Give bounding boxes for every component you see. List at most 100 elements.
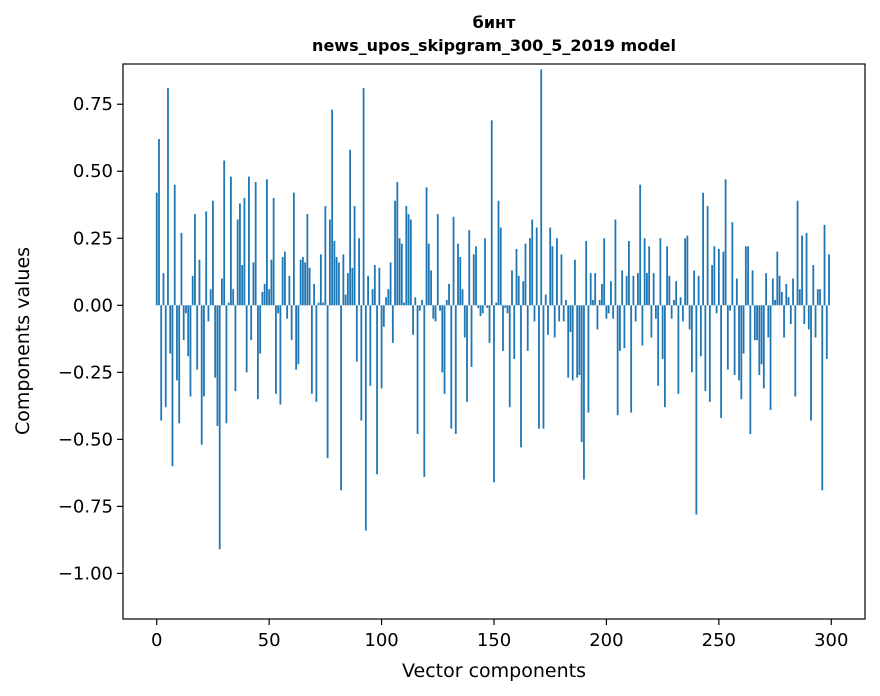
bar	[205, 211, 208, 306]
bar	[360, 305, 363, 421]
bar	[371, 289, 374, 306]
bar	[621, 270, 624, 306]
bar	[675, 281, 678, 306]
bar	[369, 305, 372, 386]
bar	[688, 305, 691, 330]
bar	[654, 305, 657, 319]
x-tick-label: 150	[477, 630, 511, 651]
bar	[484, 238, 486, 306]
bar	[490, 120, 493, 306]
bar	[281, 257, 284, 306]
bar	[699, 305, 702, 357]
bar	[580, 305, 583, 443]
bar	[517, 275, 520, 306]
bar	[690, 305, 693, 373]
bar	[511, 270, 513, 306]
bar	[169, 305, 172, 354]
bar	[630, 305, 633, 413]
bar	[160, 305, 163, 421]
bar	[261, 291, 264, 306]
x-axis: 0 50 100 150 200 250 300	[151, 619, 848, 651]
bar	[203, 305, 205, 397]
bar	[722, 251, 725, 306]
bar	[385, 297, 387, 306]
bar	[767, 305, 770, 338]
bar	[553, 305, 556, 338]
bar	[324, 206, 327, 306]
bar	[742, 305, 745, 354]
bar	[167, 88, 169, 306]
bar	[326, 305, 329, 459]
bar	[353, 206, 356, 306]
y-tick-label: 0.25	[73, 228, 113, 249]
bar	[587, 305, 590, 413]
bar	[268, 289, 271, 306]
bar	[164, 305, 167, 408]
bar	[612, 305, 615, 319]
bar	[805, 232, 808, 306]
bar	[342, 254, 345, 306]
bar	[263, 283, 266, 306]
bar	[681, 305, 684, 322]
bar	[520, 305, 522, 448]
bar	[787, 297, 790, 306]
bar	[310, 305, 313, 394]
bar	[729, 305, 731, 311]
bar	[796, 200, 799, 306]
bar	[418, 305, 421, 311]
bar	[607, 305, 610, 314]
bar	[322, 302, 325, 306]
bar	[333, 240, 336, 306]
bar	[306, 214, 309, 306]
y-axis: 0.75 0.50 0.25 0.00 −0.25 −0.50 −0.75 −1.00	[58, 94, 123, 584]
bar	[751, 270, 754, 306]
y-tick-label: 0.75	[73, 94, 113, 115]
bar	[387, 289, 390, 306]
bar	[551, 246, 554, 306]
bar	[259, 305, 262, 354]
bar	[452, 216, 455, 306]
bar	[708, 305, 711, 402]
bar	[778, 275, 781, 306]
bar	[466, 305, 468, 402]
bar	[176, 305, 178, 381]
bar	[531, 219, 534, 306]
bar	[405, 206, 408, 306]
bar	[643, 238, 646, 306]
bar	[558, 305, 561, 322]
bar	[508, 305, 511, 408]
bar	[434, 305, 437, 322]
bar	[277, 305, 280, 314]
bar	[661, 305, 664, 359]
bar	[585, 240, 588, 306]
bar	[241, 265, 244, 306]
bar	[812, 265, 815, 306]
bar	[414, 297, 417, 306]
bar	[364, 305, 367, 531]
bar	[535, 227, 538, 306]
bar	[515, 249, 518, 306]
bar	[178, 305, 181, 424]
bar	[477, 305, 480, 308]
bar	[765, 273, 767, 306]
bar	[245, 305, 248, 373]
bar	[351, 267, 354, 306]
bar	[337, 262, 340, 306]
bar	[549, 227, 552, 306]
bar	[780, 291, 783, 306]
bar	[236, 219, 239, 306]
bar	[562, 305, 565, 322]
bar	[648, 246, 651, 306]
bar	[659, 238, 662, 306]
bar	[603, 238, 606, 306]
bar	[749, 305, 752, 434]
bar	[544, 294, 547, 306]
bar	[486, 305, 489, 308]
bar	[448, 283, 450, 306]
y-tick-label: −1.00	[58, 563, 113, 584]
bar	[412, 305, 414, 335]
bar	[801, 235, 803, 306]
bar	[254, 181, 257, 306]
bar	[443, 305, 446, 394]
bar	[301, 257, 304, 306]
